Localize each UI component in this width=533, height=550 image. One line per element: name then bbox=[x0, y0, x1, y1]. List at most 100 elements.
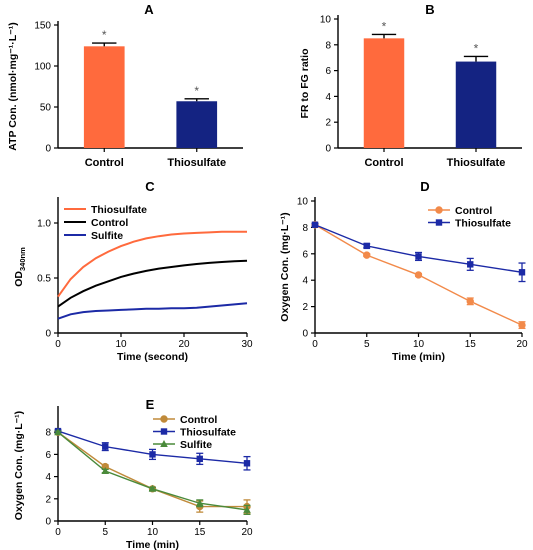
y-axis-label-text: OD bbox=[13, 271, 25, 287]
y-axis-label-text: Oxygen Con. (mg·L⁻¹) bbox=[279, 212, 291, 321]
x-tick-label: 15 bbox=[194, 527, 206, 538]
x-tick-label: 20 bbox=[241, 527, 253, 538]
y-tick-label: 0 bbox=[325, 144, 331, 155]
x-tick-label: 5 bbox=[364, 339, 370, 350]
x-tick-label: 0 bbox=[55, 527, 61, 538]
y-tick-label: 2 bbox=[45, 494, 51, 505]
y-tick-label: 6 bbox=[302, 249, 308, 260]
legend-label: Control bbox=[91, 217, 128, 229]
y-axis-label: Oxygen Con. (mg·L⁻¹) bbox=[279, 212, 291, 321]
data-point-thiosulfate bbox=[102, 443, 109, 450]
x-tick-label: 10 bbox=[115, 339, 127, 350]
y-tick-label: 0 bbox=[45, 144, 51, 155]
x-tick-label: 20 bbox=[178, 339, 190, 350]
data-point-thiosulfate bbox=[149, 451, 156, 458]
data-point-control bbox=[363, 251, 371, 259]
data-point-thiosulfate bbox=[311, 221, 319, 228]
data-point-thiosulfate bbox=[467, 261, 474, 268]
y-tick-label: 1.0 bbox=[37, 219, 51, 230]
y-tick-label: 150 bbox=[34, 21, 51, 32]
y-axis-label: Oxygen Con. (mg·L⁻¹) bbox=[13, 411, 25, 520]
y-tick-label: 8 bbox=[325, 40, 331, 51]
y-tick-label: 2 bbox=[302, 302, 308, 313]
y-tick-label: 0.5 bbox=[37, 274, 51, 285]
y-tick-label: 4 bbox=[45, 472, 51, 483]
y-axis-label-text: Oxygen Con. (mg·L⁻¹) bbox=[13, 411, 25, 520]
x-axis-label: Time (min) bbox=[392, 351, 445, 363]
data-point-sulfite bbox=[195, 499, 204, 507]
series-line-thiosulfate bbox=[57, 230, 247, 298]
series-line-control bbox=[57, 431, 247, 508]
y-tick-label: 100 bbox=[34, 62, 51, 73]
legend-label: Thiosulfate bbox=[91, 204, 147, 216]
y-tick-label: 8 bbox=[302, 223, 308, 234]
legend-marker bbox=[160, 415, 168, 423]
panel-letter: E bbox=[146, 397, 155, 412]
y-tick-label: 4 bbox=[302, 276, 308, 287]
chart-panel-b: B 0 2 4 6 8 10 * Control * Thiosulfate FR to FG rat… bbox=[299, 2, 522, 169]
series-line-thiosulfate bbox=[314, 224, 523, 273]
series-line-sulfite bbox=[57, 431, 248, 511]
significance-mark: * bbox=[474, 41, 479, 55]
data-point-thiosulfate bbox=[518, 269, 526, 276]
x-tick-label: 20 bbox=[516, 339, 528, 350]
legend-label: Control bbox=[180, 414, 217, 426]
data-point-control bbox=[414, 271, 423, 279]
y-tick-label: 10 bbox=[320, 15, 332, 26]
data-point-sulfite bbox=[243, 505, 251, 513]
chart-panel-a: A 0 50 100 150 * Control * Thiosulfate ATP Con. (… bbox=[7, 2, 243, 169]
bar-thiosulfate bbox=[176, 101, 218, 148]
y-axis-label-text: FR to FG ratio bbox=[299, 49, 311, 119]
significance-mark: * bbox=[382, 19, 387, 33]
chart-panel-c: C 0 0.5 1.0 0 10 20 30 OD340nm Time (second) Thios… bbox=[13, 179, 253, 363]
series-line-sulfite bbox=[57, 302, 248, 320]
panel-letter: D bbox=[420, 179, 429, 194]
bar-control bbox=[363, 38, 405, 148]
legend-marker bbox=[435, 206, 443, 214]
data-point-control bbox=[518, 321, 526, 329]
legend-marker bbox=[435, 219, 443, 226]
y-tick-label: 0 bbox=[302, 329, 308, 340]
legend-marker bbox=[160, 428, 168, 435]
legend-label: Sulfite bbox=[91, 230, 123, 242]
y-tick-label: 4 bbox=[325, 92, 331, 103]
category-label: Thiosulfate bbox=[167, 157, 226, 169]
y-tick-label: 50 bbox=[40, 103, 52, 114]
y-tick-label: 6 bbox=[45, 450, 51, 461]
x-axis-label: Time (second) bbox=[117, 351, 188, 363]
y-tick-label: 6 bbox=[325, 66, 331, 77]
data-point-sulfite bbox=[148, 484, 157, 492]
x-tick-label: 0 bbox=[55, 339, 61, 350]
series-line-control bbox=[57, 259, 248, 308]
legend-label: Control bbox=[455, 205, 492, 217]
data-point-thiosulfate bbox=[415, 253, 422, 260]
panel-letter: B bbox=[425, 2, 434, 17]
panel-letter: C bbox=[145, 179, 155, 194]
legend-label: Thiosulfate bbox=[455, 218, 511, 230]
bar-thiosulfate bbox=[455, 61, 497, 148]
y-tick-label: 10 bbox=[297, 197, 309, 208]
chart-panel-d: D 0 2 4 6 8 10 0 5 10 15 20 Oxygen Con. (mg·L⁻¹) Time… bbox=[279, 179, 528, 363]
legend-marker bbox=[160, 440, 168, 447]
x-tick-label: 10 bbox=[147, 527, 159, 538]
data-point-sulfite bbox=[54, 428, 62, 436]
x-axis-label: Time (min) bbox=[126, 539, 179, 550]
y-tick-label: 8 bbox=[45, 428, 51, 439]
data-point-sulfite bbox=[101, 467, 110, 475]
legend-label: Thiosulfate bbox=[180, 427, 236, 439]
y-axis-label-text: ATP Con. (nmol·mg⁻¹·L⁻¹) bbox=[7, 22, 19, 151]
data-point-thiosulfate bbox=[243, 460, 251, 467]
y-tick-label: 0 bbox=[45, 517, 51, 528]
y-tick-label: 2 bbox=[325, 118, 331, 129]
legend-label: Sulfite bbox=[180, 439, 212, 451]
y-axis-label: FR to FG ratio bbox=[299, 49, 311, 119]
significance-mark: * bbox=[194, 84, 199, 98]
x-tick-label: 15 bbox=[465, 339, 477, 350]
y-axis-label: ATP Con. (nmol·mg⁻¹·L⁻¹) bbox=[7, 22, 19, 151]
category-label: Control bbox=[85, 157, 124, 169]
data-point-control bbox=[466, 297, 474, 306]
chart-panel-e: E 0 2 4 6 8 0 5 10 15 20 Oxygen Con. (mg·L⁻¹) Time (… bbox=[13, 397, 253, 550]
category-label: Control bbox=[364, 157, 403, 169]
x-tick-label: 5 bbox=[102, 527, 108, 538]
